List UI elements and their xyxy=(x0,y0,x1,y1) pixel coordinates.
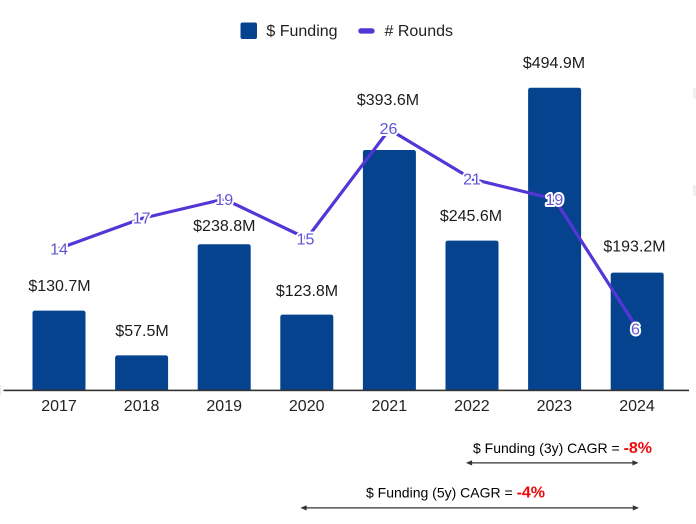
svg-text:17: 17 xyxy=(133,210,151,227)
svg-text:2017: 2017 xyxy=(41,398,77,415)
svg-text:2021: 2021 xyxy=(372,398,408,415)
svg-text:$130.7M: $130.7M xyxy=(28,278,90,295)
svg-text:15: 15 xyxy=(297,231,315,248)
svg-text:$ Funding: $ Funding xyxy=(266,23,337,40)
svg-text:2022: 2022 xyxy=(454,398,490,415)
svg-text:$494.9M: $494.9M xyxy=(523,55,585,72)
svg-text:6: 6 xyxy=(631,321,640,338)
svg-text:2019: 2019 xyxy=(206,398,242,415)
svg-text:# Rounds: # Rounds xyxy=(385,23,454,40)
svg-text:$57.5M: $57.5M xyxy=(115,323,168,340)
svg-text:2018: 2018 xyxy=(124,398,160,415)
svg-text:$245.6M: $245.6M xyxy=(440,208,502,225)
svg-text:$ Funding (3y) CAGR = -8%: $ Funding (3y) CAGR = -8% xyxy=(473,440,652,457)
svg-text:$193.2M: $193.2M xyxy=(603,238,665,255)
svg-text:$393.6M: $393.6M xyxy=(357,92,419,109)
svg-text:26: 26 xyxy=(380,121,398,138)
svg-text:21: 21 xyxy=(463,171,481,188)
svg-text:$ Funding (5y) CAGR = -4%: $ Funding (5y) CAGR = -4% xyxy=(366,485,545,502)
svg-text:19: 19 xyxy=(215,192,233,209)
svg-text:$123.8M: $123.8M xyxy=(276,283,338,300)
svg-text:$238.8M: $238.8M xyxy=(193,218,255,235)
svg-text:2020: 2020 xyxy=(289,398,325,415)
svg-text:19: 19 xyxy=(546,192,564,209)
svg-text:14: 14 xyxy=(50,241,68,258)
svg-text:2024: 2024 xyxy=(619,398,655,415)
svg-text:2023: 2023 xyxy=(537,398,573,415)
